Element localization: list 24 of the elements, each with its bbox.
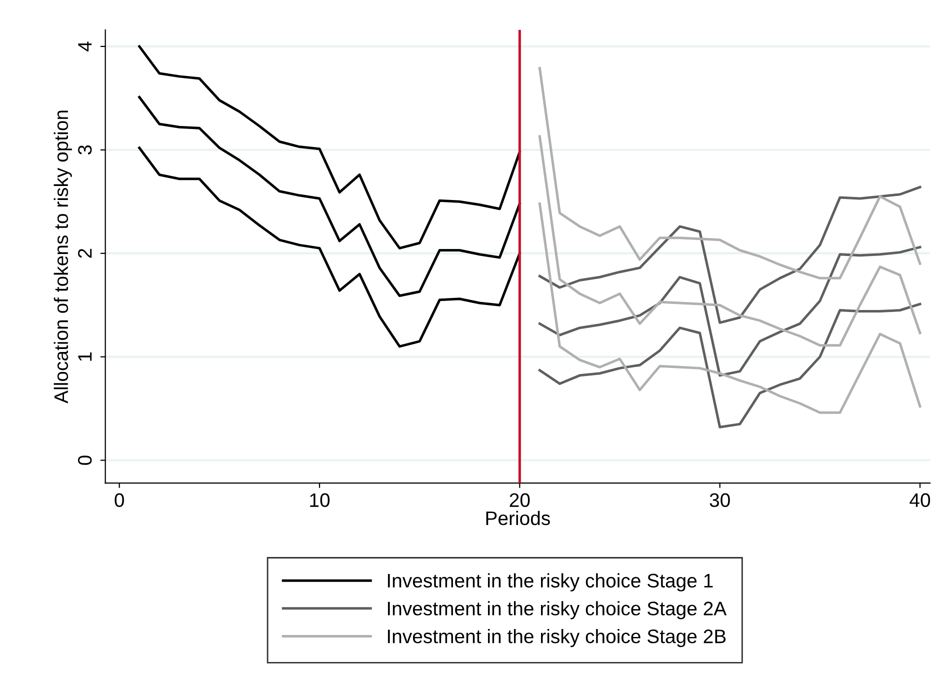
legend-label: Investment in the risky choice Stage 2B [388,628,726,648]
x-tick-label: 10 [310,493,330,508]
line-series [138,96,521,298]
y-tick-label: 3 [78,145,92,155]
line-series [138,146,521,348]
y-tick-label: 1 [78,352,92,361]
line-series [538,202,922,414]
x-tick-label: 30 [710,493,730,508]
line-series [538,246,922,377]
legend-label: Investment in the risky choice Stage 2A [388,601,727,620]
y-tick-label: 4 [78,42,92,52]
x-tick-label: 40 [910,493,930,508]
x-axis-title: Periods [486,510,550,526]
x-tick-label: 20 [510,493,530,508]
line-series [538,302,922,428]
y-tick-label: 0 [78,456,92,465]
y-axis-title: Allocation of tokens to risky option [54,110,72,404]
line-series [538,135,922,347]
legend-label: Investment in the risky choice Stage 1 [388,573,713,592]
y-tick-label: 2 [78,248,92,258]
line-series [538,186,922,324]
x-tick-label: 0 [114,493,124,508]
line-series [538,66,922,280]
line-series [138,45,521,250]
